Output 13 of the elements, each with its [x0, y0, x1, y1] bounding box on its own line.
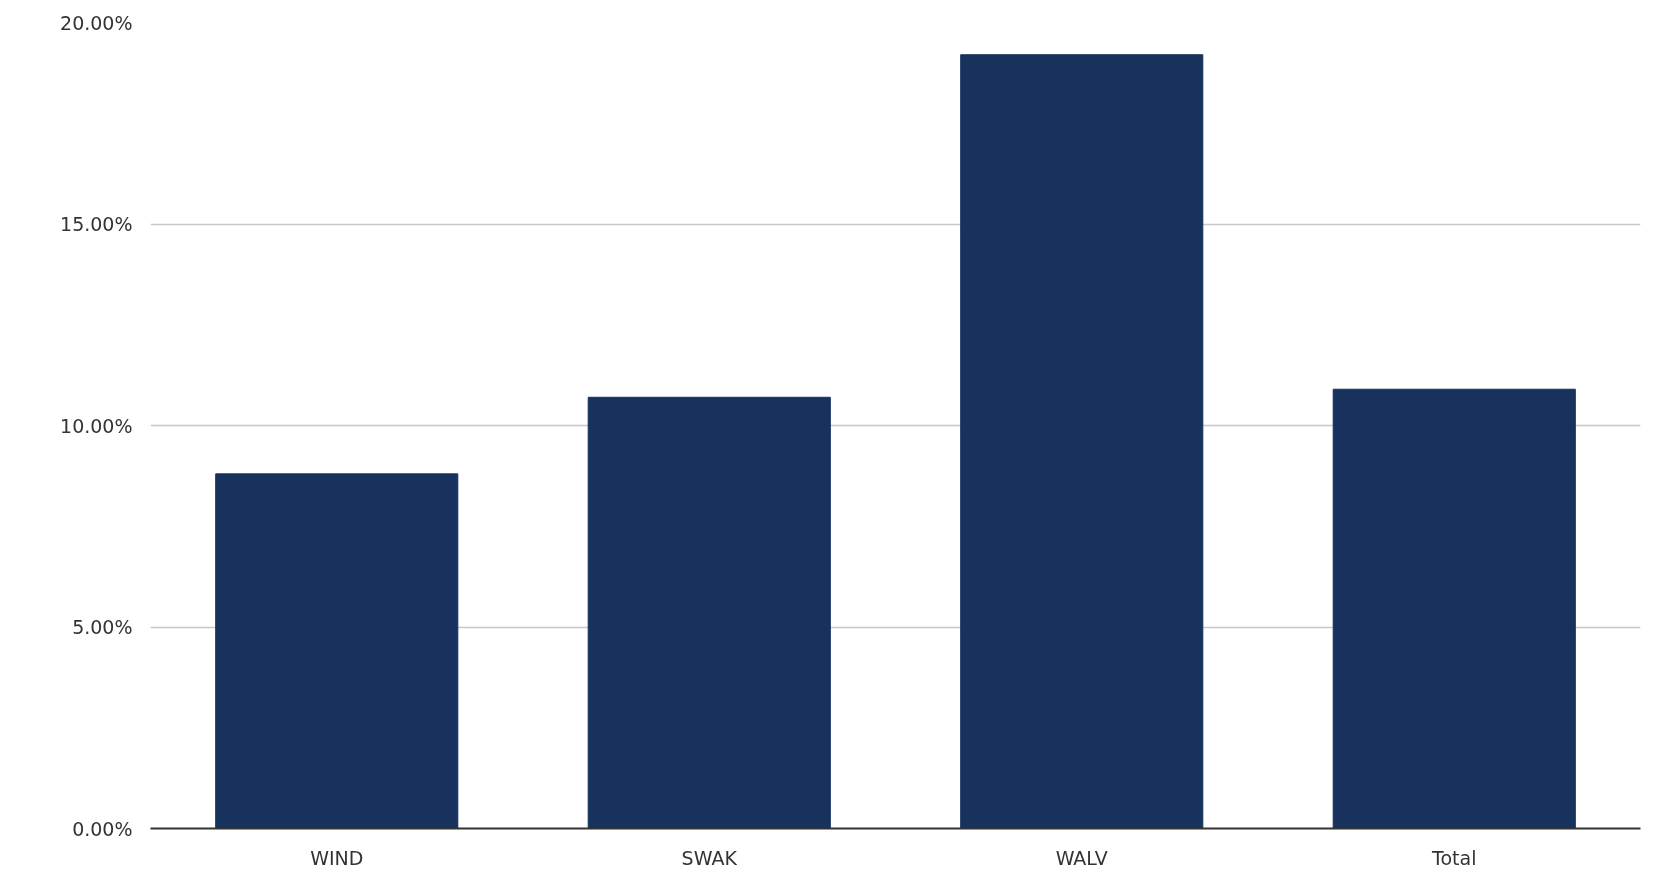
bar	[215, 473, 459, 829]
y-tick-label: 20.00%	[60, 11, 133, 34]
x-tick-label: WIND	[310, 846, 364, 869]
bar	[960, 54, 1204, 829]
x-tick-label: Total	[1431, 846, 1477, 869]
x-tick-label: SWAK	[681, 846, 738, 869]
y-tick-label: 10.00%	[60, 414, 133, 437]
y-tick-label: 0.00%	[72, 817, 133, 840]
bar	[1332, 388, 1576, 829]
x-tick-label: WALV	[1055, 846, 1108, 869]
bar	[587, 396, 831, 829]
y-tick-label: 5.00%	[72, 616, 133, 638]
y-tick-label: 15.00%	[60, 213, 133, 235]
